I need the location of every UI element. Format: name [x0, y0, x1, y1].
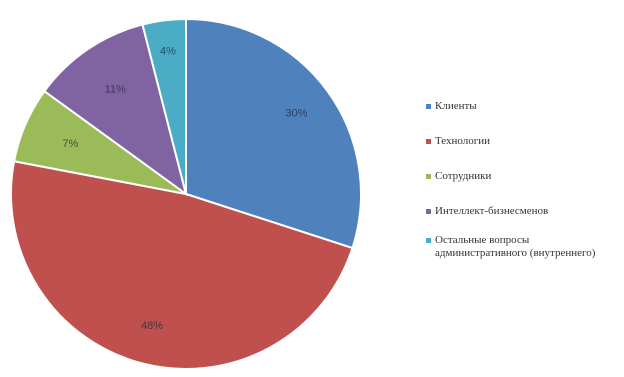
legend-label-5: Остальные вопросы административного (вну…	[435, 234, 596, 259]
legend-item-5: Остальные вопросы административного (вну…	[426, 234, 622, 260]
legend-swatch-4	[426, 209, 431, 214]
legend-item-1: Клиенты	[426, 100, 622, 113]
pie-slice-4-data-label: 11%	[105, 84, 126, 96]
pie-slice-4	[43, 23, 188, 197]
legend-label-3: Сотрудники	[435, 170, 492, 182]
legend-item-4: Интеллект-бизнесменов	[426, 205, 622, 218]
legend-label-1: Клиенты	[435, 100, 477, 112]
legend-swatch-1	[426, 104, 431, 109]
legend-item-2: Технологии	[426, 135, 622, 148]
pie-slice-3-data-label: 7%	[62, 138, 78, 150]
legend-label-2: Технологии	[435, 135, 491, 147]
legend-swatch-3	[426, 174, 431, 179]
legend-label-4: Интеллект-бизнесменов	[435, 205, 549, 217]
pie-slice-5-data-label: 4%	[160, 46, 176, 58]
pie-slice-5	[141, 17, 187, 195]
pie-slice-1-data-label: 30%	[285, 108, 307, 120]
pie-slice-1	[185, 17, 362, 250]
legend-swatch-5	[426, 238, 431, 243]
legend-swatch-2	[426, 139, 431, 144]
chart-legend: Клиенты Технологии Сотрудники Интеллект-биз…	[426, 100, 622, 282]
legend-item-3: Сотрудники	[426, 170, 622, 183]
pie-slice-2	[10, 160, 354, 371]
pie-slice-2-data-label: 48%	[141, 320, 163, 332]
